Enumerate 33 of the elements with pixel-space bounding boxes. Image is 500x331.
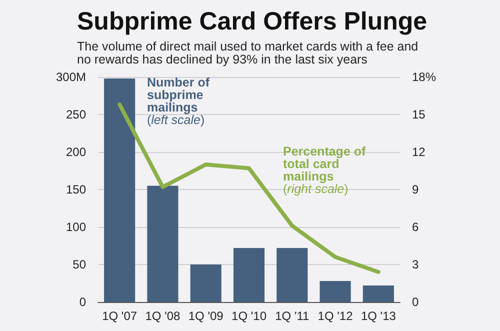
- chart-title: Subprime Card Offers Plunge: [77, 8, 428, 36]
- y-tick-label: 50: [72, 258, 86, 272]
- x-tick-label: 1Q '09: [188, 309, 224, 323]
- bar: [276, 248, 308, 302]
- y2-tick-label: 3: [412, 258, 419, 272]
- y2-tick-label: 6: [412, 220, 419, 234]
- bar: [362, 286, 394, 302]
- y-tick-label: 300M: [56, 70, 86, 84]
- chart-subtitle: The volume of direct mail used to market cards with a fee and no rewards has declined by 93% in the last six years: [77, 40, 418, 66]
- y2-tick-label: 12: [412, 145, 426, 159]
- y-tick-label: 100: [66, 220, 86, 234]
- x-tick-label: 1Q '08: [145, 309, 181, 323]
- x-tick-label: 1Q '11: [275, 309, 310, 323]
- bar: [190, 264, 222, 302]
- series-label: Percentage of total card mailings (right scale): [283, 144, 367, 196]
- y-tick-label: 0: [79, 295, 86, 309]
- line-series: [118, 102, 380, 274]
- y2-tick-label: 9: [412, 182, 419, 196]
- x-tick-label: 1Q '12: [318, 309, 354, 323]
- y2-tick-label: 0: [412, 295, 419, 309]
- x-tick-label: 1Q '13: [360, 309, 396, 323]
- x-tick-label: 1Q '07: [102, 309, 138, 323]
- bar: [233, 248, 265, 302]
- y2-tick-label: 15: [412, 108, 426, 122]
- y-tick-label: 200: [66, 145, 86, 159]
- series-label: Number of subprime mailings (left scale): [147, 76, 210, 127]
- y-tick-label: 150: [66, 182, 86, 196]
- bar: [147, 186, 178, 302]
- y2-tick-label: 18%: [412, 70, 436, 84]
- x-tick-label: 1Q '10: [232, 309, 267, 323]
- y-tick-label: 250: [66, 108, 86, 122]
- bar: [320, 281, 351, 302]
- bar: [104, 78, 136, 302]
